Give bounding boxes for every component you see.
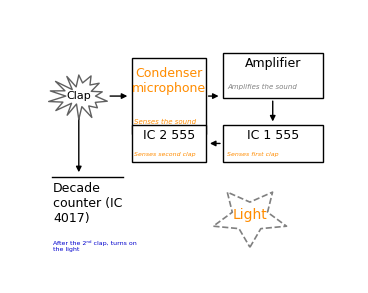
Text: Decade
counter (IC
4017): Decade counter (IC 4017) [53,182,123,225]
Text: IC 2 555: IC 2 555 [142,129,195,142]
Bar [223,53,323,98]
Bar [132,125,206,161]
Text: Senses second clap: Senses second clap [134,151,196,156]
Text: After the 2ⁿᵈ clap, turns on
the light: After the 2ⁿᵈ clap, turns on the light [53,241,137,252]
Text: Condenser
microphone: Condenser microphone [132,67,206,96]
Text: Light: Light [233,207,267,222]
Text: Amplifier: Amplifier [245,57,301,70]
Text: Amplifies the sound: Amplifies the sound [227,84,297,91]
Bar [132,58,206,134]
Text: Clap: Clap [66,91,91,101]
Text: IC 1 555: IC 1 555 [247,129,299,142]
Text: Senses first clap: Senses first clap [227,151,279,156]
Bar [223,125,323,161]
Text: Senses the sound: Senses the sound [134,120,197,125]
